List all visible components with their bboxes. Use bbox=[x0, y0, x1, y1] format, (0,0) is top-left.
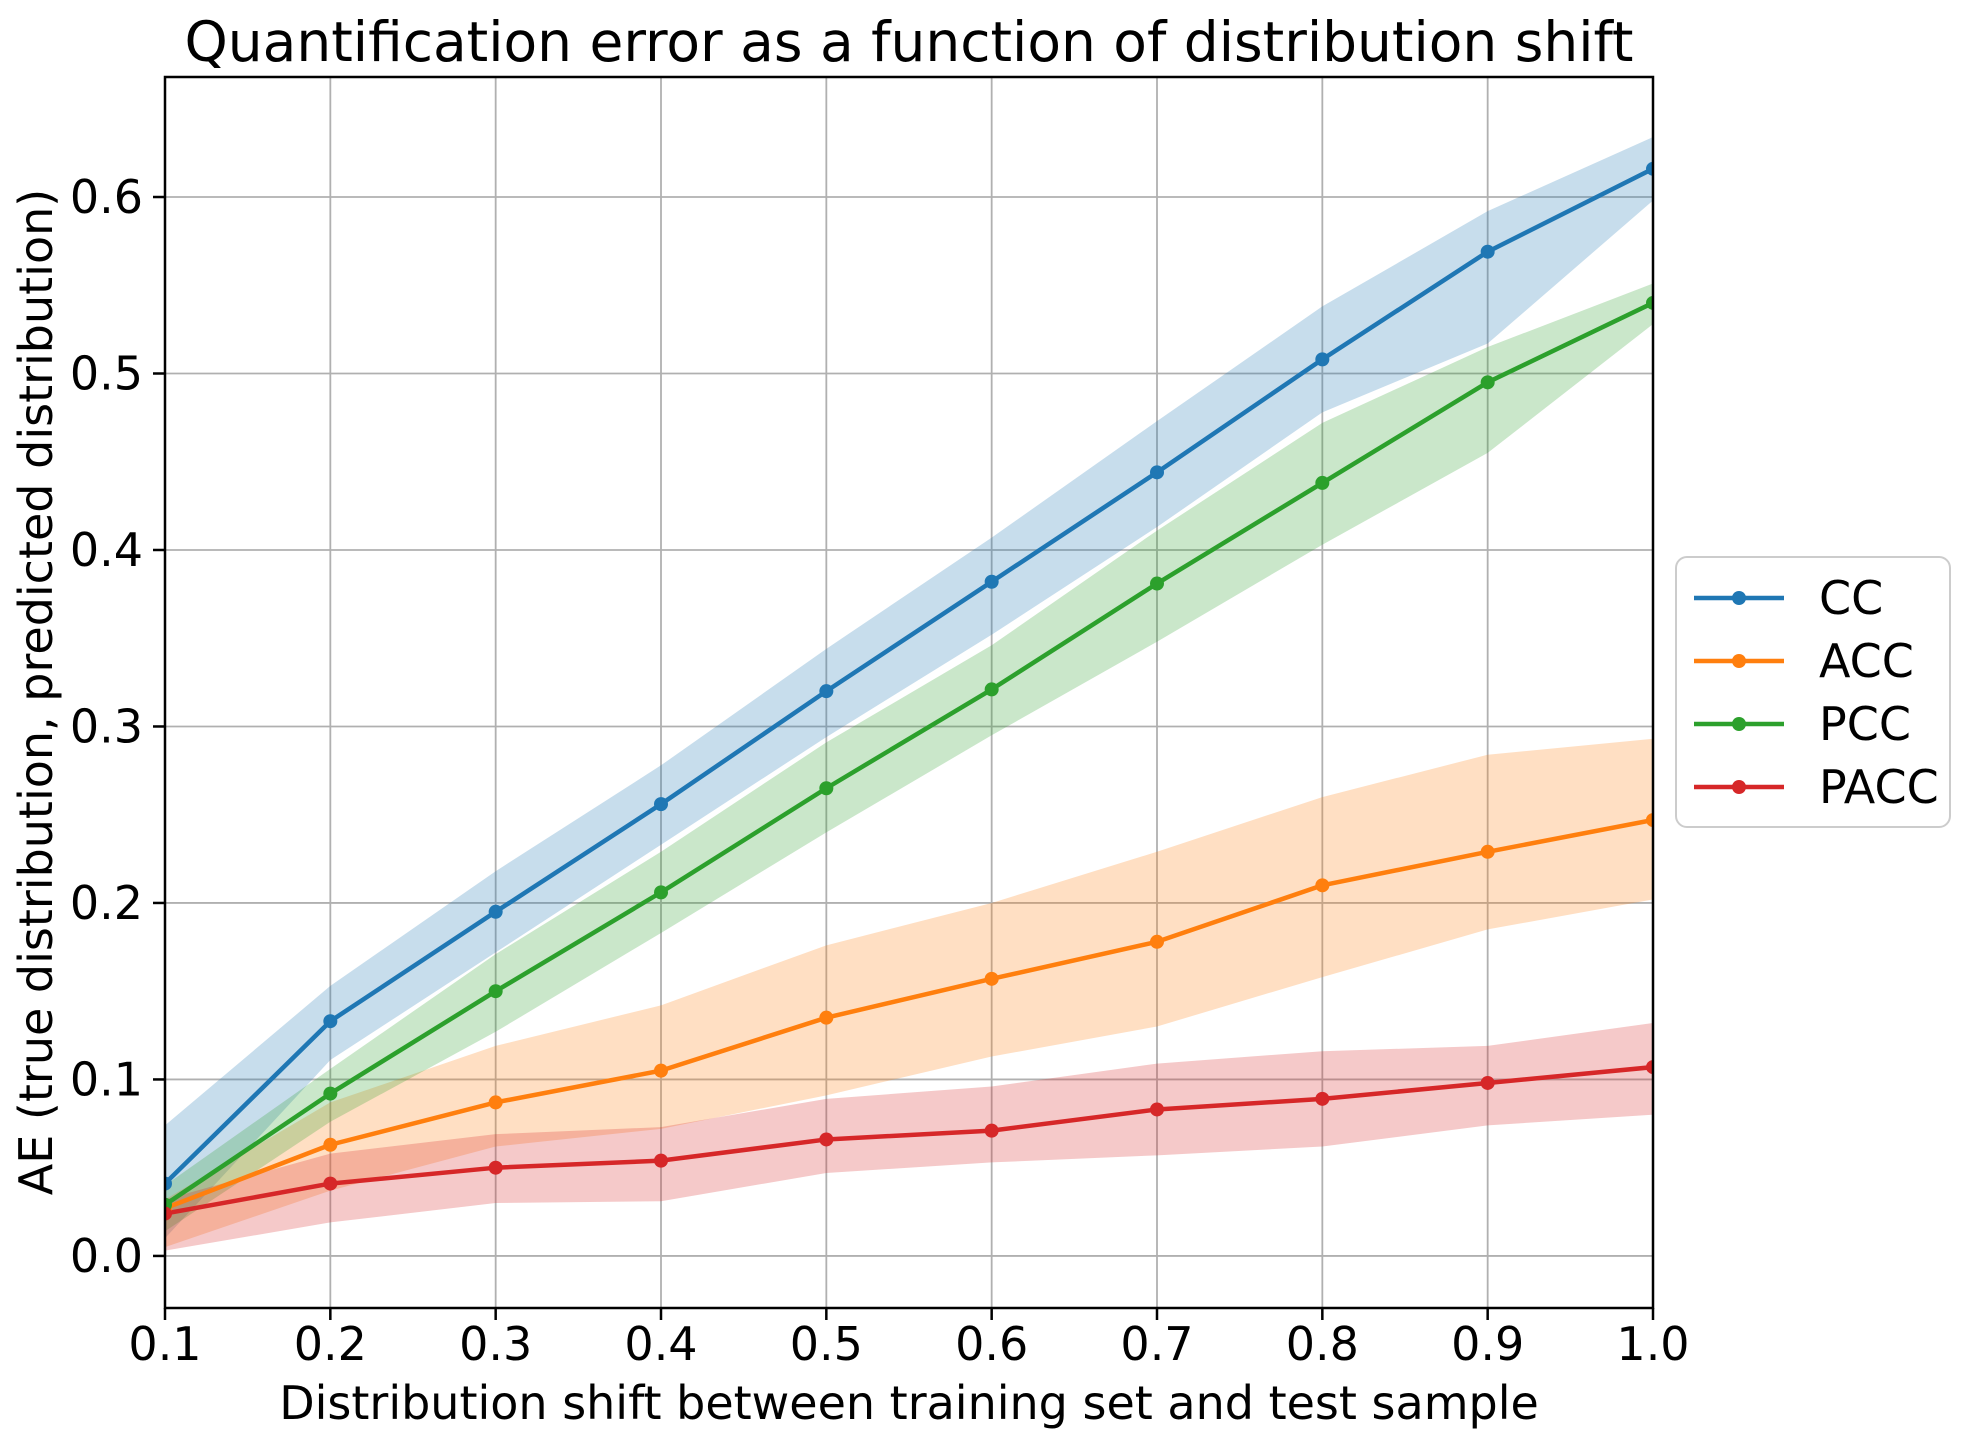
marker-CC bbox=[1480, 244, 1495, 259]
marker-CC bbox=[1646, 161, 1653, 176]
x-tick-label: 0.3 bbox=[459, 1317, 532, 1371]
x-tick-label: 1.0 bbox=[1616, 1317, 1689, 1371]
y-tick-label: 0.5 bbox=[70, 346, 143, 400]
series-line-ACC bbox=[165, 817, 1653, 1211]
series-band-ACC bbox=[165, 738, 1653, 1248]
marker-PACC bbox=[984, 1123, 999, 1138]
marker-PACC bbox=[654, 1153, 668, 1168]
marker-ACC bbox=[984, 971, 999, 986]
legend-label-acc: ACC bbox=[1819, 633, 1914, 688]
x-tick-label: 0.7 bbox=[1120, 1317, 1193, 1371]
marker-ACC bbox=[488, 1095, 503, 1110]
marker-PACC bbox=[165, 1206, 172, 1221]
marker-ACC bbox=[654, 1063, 668, 1078]
legend-item-cc: CC bbox=[1692, 575, 1949, 621]
x-tick-label: 0.5 bbox=[790, 1317, 863, 1371]
pcc-line-marker-icon bbox=[1694, 716, 1784, 731]
marker-PACC bbox=[1150, 1102, 1164, 1117]
series-line-PCC bbox=[165, 300, 1653, 1208]
y-tick-label: 0.2 bbox=[70, 876, 143, 930]
marker-PCC bbox=[323, 1086, 338, 1101]
x-tick-label: 0.6 bbox=[955, 1317, 1028, 1371]
marker-CC bbox=[819, 684, 834, 699]
marker-ACC bbox=[323, 1137, 338, 1152]
marker-CC bbox=[488, 904, 503, 919]
marker-PCC bbox=[1480, 375, 1495, 390]
pacc-line-marker-icon bbox=[1694, 779, 1784, 794]
plot-series-group bbox=[165, 137, 1653, 1251]
legend: CC ACC PCC PACC bbox=[1675, 556, 1951, 828]
marker-PCC bbox=[984, 682, 999, 697]
chart-title: Quantification error as a function of di… bbox=[184, 10, 1634, 74]
marker-ACC bbox=[819, 1010, 834, 1025]
x-tick-label: 0.9 bbox=[1451, 1317, 1524, 1371]
marker-CC bbox=[165, 1176, 172, 1191]
marker-PCC bbox=[1646, 295, 1653, 310]
legend-label-cc: CC bbox=[1819, 570, 1884, 625]
legend-item-pacc: PACC bbox=[1692, 764, 1949, 810]
x-tick-label: 0.4 bbox=[624, 1317, 697, 1371]
acc-line-marker-icon bbox=[1694, 653, 1784, 668]
x-tick-label: 0.1 bbox=[128, 1317, 201, 1371]
marker-CC bbox=[323, 1014, 338, 1029]
legend-label-pacc: PACC bbox=[1819, 759, 1939, 814]
y-tick-label: 0.4 bbox=[70, 523, 143, 577]
marker-ACC bbox=[1150, 934, 1164, 949]
marker-PCC bbox=[1315, 475, 1330, 490]
marker-PACC bbox=[1315, 1091, 1330, 1106]
marker-CC bbox=[654, 797, 668, 812]
marker-PACC bbox=[819, 1132, 834, 1147]
legend-label-pcc: PCC bbox=[1819, 696, 1911, 751]
legend-item-pcc: PCC bbox=[1692, 701, 1949, 747]
y-tick-label: 0.3 bbox=[70, 699, 143, 753]
x-tick-label: 0.8 bbox=[1286, 1317, 1359, 1371]
marker-ACC bbox=[1315, 878, 1330, 893]
y-tick-label: 0.6 bbox=[70, 170, 143, 224]
y-tick-label: 0.1 bbox=[70, 1052, 143, 1106]
marker-PCC bbox=[654, 885, 668, 900]
y-tick-label: 0.0 bbox=[70, 1229, 143, 1283]
y-axis-label: AE (true distribution, predicted distrib… bbox=[9, 188, 63, 1196]
axes-spines bbox=[163, 75, 1655, 1310]
marker-PCC bbox=[1150, 576, 1164, 591]
marker-CC bbox=[984, 574, 999, 589]
legend-item-acc: ACC bbox=[1692, 638, 1949, 684]
marker-PCC bbox=[819, 781, 834, 796]
series-band-CC bbox=[165, 137, 1653, 1239]
marker-CC bbox=[1315, 352, 1330, 367]
marker-PCC bbox=[488, 984, 503, 999]
marker-PACC bbox=[488, 1160, 503, 1175]
marker-PACC bbox=[1480, 1075, 1495, 1090]
series-line-PACC bbox=[165, 1064, 1653, 1216]
marker-CC bbox=[1150, 465, 1164, 480]
series-line-CC bbox=[165, 166, 1653, 1186]
marker-PACC bbox=[1646, 1060, 1653, 1075]
marker-ACC bbox=[1646, 813, 1653, 828]
x-tick-label: 0.2 bbox=[294, 1317, 367, 1371]
x-axis-label: Distribution shift between training set … bbox=[279, 1376, 1539, 1430]
marker-PACC bbox=[323, 1176, 338, 1191]
marker-ACC bbox=[1480, 844, 1495, 859]
cc-line-marker-icon bbox=[1694, 590, 1784, 605]
series-band-PCC bbox=[165, 283, 1653, 1232]
